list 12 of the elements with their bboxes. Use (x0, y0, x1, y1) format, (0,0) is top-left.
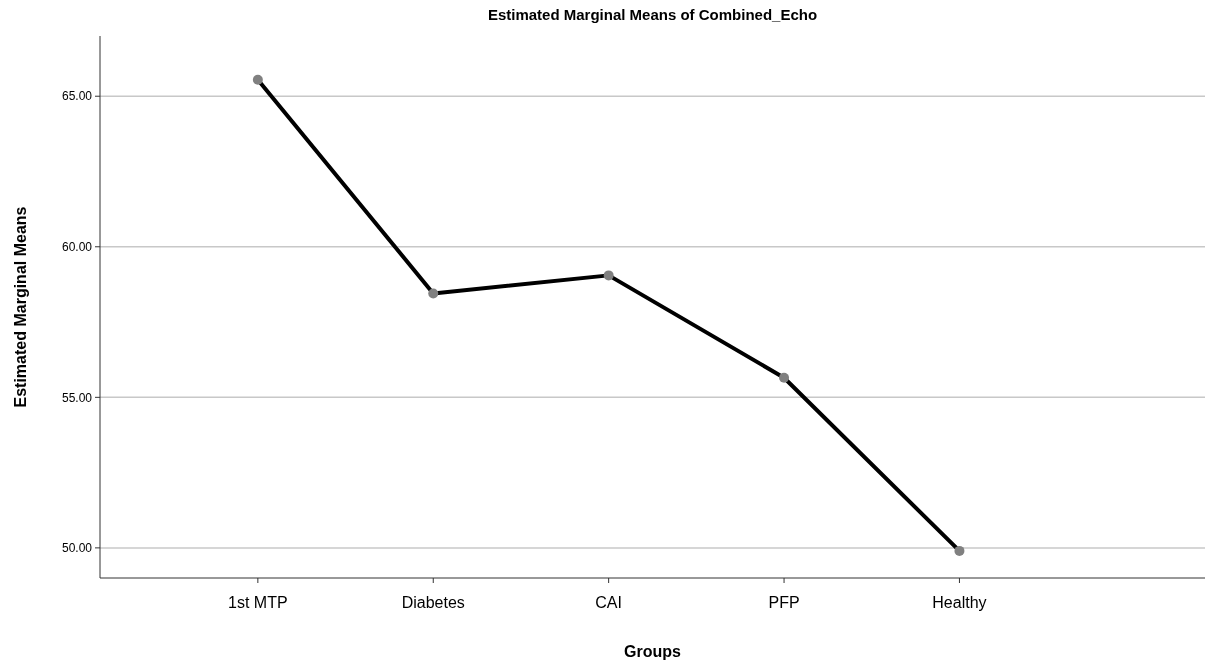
y-tick-label: 65.00 (61, 89, 93, 104)
x-tick-label: Diabetes (401, 594, 465, 611)
x-tick-label: 1st MTP (228, 594, 288, 611)
y-tick-label: 50.00 (61, 541, 93, 556)
y-tick-label: 55.00 (61, 390, 93, 405)
x-tick-label: Healthy (932, 594, 987, 611)
x-tick-label: CAI (595, 594, 622, 611)
y-axis-title: Estimated Marginal Means (12, 206, 29, 408)
chart-title: Estimated Marginal Means of Combined_Echo (487, 6, 818, 23)
y-tick-label: 60.00 (61, 239, 93, 254)
x-axis-title: Groups (624, 643, 682, 660)
x-tick-label: PFP (768, 594, 800, 611)
